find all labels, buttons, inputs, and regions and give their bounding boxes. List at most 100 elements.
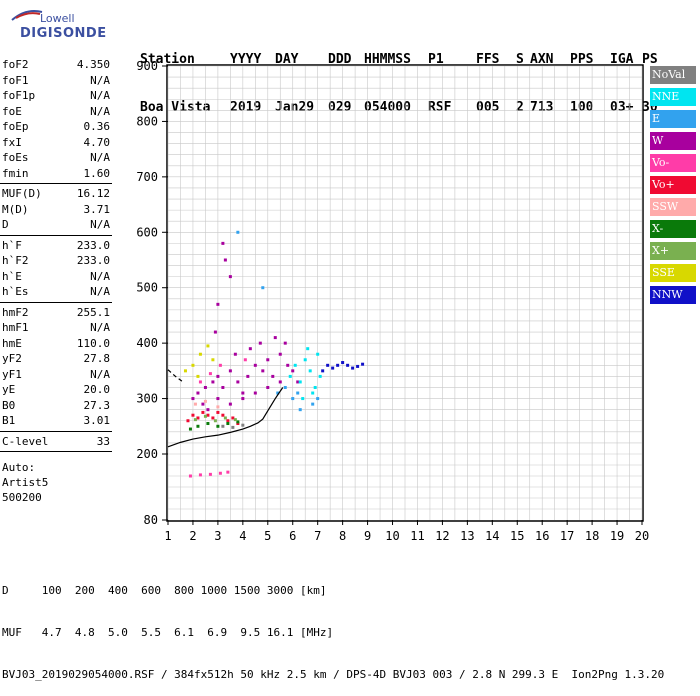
param-label: yE xyxy=(2,383,16,396)
profile-curve xyxy=(167,387,284,448)
header-label-5: P1 xyxy=(428,52,444,67)
point-w xyxy=(206,408,210,412)
point-e xyxy=(276,391,280,395)
param-row: B0 27.3 xyxy=(2,399,110,413)
param-value: 0.36 xyxy=(83,120,111,133)
param-value: 16.12 xyxy=(76,187,110,200)
point-x- xyxy=(223,416,227,420)
point-w xyxy=(201,402,205,406)
point-x- xyxy=(206,422,210,426)
legend-item-nne: NNE xyxy=(650,88,696,106)
point-w xyxy=(216,397,220,401)
param-value: 110.0 xyxy=(76,336,110,350)
header-label-11: PS xyxy=(642,52,658,67)
point-w xyxy=(241,391,245,395)
station-header: Station YYYY DAY DDD HHMMSS P1 FFS S AXN PPS IGA PS… xyxy=(140,20,658,132)
header-label-7: S xyxy=(516,52,524,67)
header-value-0: Boa Vista xyxy=(140,100,211,115)
header-label-2: DAY xyxy=(275,52,299,67)
point-vo- xyxy=(226,419,230,423)
param-value: 27.8 xyxy=(83,352,111,365)
point-vo- xyxy=(201,410,205,414)
point-w xyxy=(223,258,227,262)
point-w xyxy=(216,374,220,378)
param-separator xyxy=(0,234,112,236)
point-nnw xyxy=(351,366,355,370)
param-row: h`E N/A xyxy=(2,270,110,284)
point-vo- xyxy=(208,472,212,476)
x-tick-label: 15 xyxy=(510,529,524,543)
header-label-1: YYYY xyxy=(230,52,262,67)
param-row: fmin 1.60 xyxy=(2,167,110,181)
param-label: yF2 xyxy=(2,352,22,365)
x-tick-label: 16 xyxy=(535,529,549,543)
param-value: N/A xyxy=(90,89,110,102)
x-tick-label: 19 xyxy=(610,529,624,543)
y-tick-label: 600 xyxy=(136,225,158,239)
point-vo- xyxy=(218,471,222,475)
header-label-9: PPS xyxy=(570,52,594,67)
point-vo- xyxy=(196,416,200,420)
point-nne xyxy=(313,385,317,389)
point-w xyxy=(296,380,300,384)
legend-item-x-: X- xyxy=(650,220,696,238)
param-label: yF1 xyxy=(2,367,22,381)
param-value: N/A xyxy=(90,269,110,283)
param-row: C-level 33 xyxy=(2,435,110,449)
header-label-4: HHMMSS xyxy=(364,52,411,67)
point-nnw xyxy=(346,363,350,367)
point-e xyxy=(311,402,315,406)
param-value: 233.0 xyxy=(76,238,110,252)
header-value-8: 713 xyxy=(530,100,554,115)
point-w xyxy=(261,369,265,373)
point-x- xyxy=(233,418,237,422)
point-e xyxy=(283,385,287,389)
dashed-curve xyxy=(167,369,184,383)
x-tick-label: 1 xyxy=(164,529,171,543)
point-nnw xyxy=(336,363,340,367)
point-vo- xyxy=(211,416,215,420)
param-separator xyxy=(0,183,112,184)
point-ssw xyxy=(203,399,207,403)
point-nne xyxy=(293,363,297,367)
point-nnw xyxy=(361,362,365,366)
point-w xyxy=(278,352,282,356)
digisonde-logo: Lowell DIGISONDE xyxy=(6,6,106,46)
param-row: h`F2 233.0 xyxy=(2,254,110,268)
param-row: D N/A xyxy=(2,218,110,232)
legend-item-vo-: Vo+ xyxy=(650,176,696,194)
point-ssw xyxy=(216,405,220,409)
param-label: hmF2 xyxy=(2,305,29,319)
point-sse xyxy=(198,352,202,356)
header-label-0: Station xyxy=(140,52,195,67)
point-w xyxy=(236,380,240,384)
point-vo- xyxy=(218,363,222,367)
y-tick-label: 300 xyxy=(136,392,158,406)
point-w xyxy=(291,369,295,373)
legend-item-nnw: NNW xyxy=(650,286,696,304)
header-label-6: FFS xyxy=(476,52,500,67)
legend-item-e: E xyxy=(650,110,696,128)
param-value: 27.3 xyxy=(83,398,111,412)
param-row: foF1p N/A xyxy=(2,89,110,103)
header-label-10: IGA xyxy=(610,52,634,67)
point-w xyxy=(228,369,232,373)
point-vo- xyxy=(191,413,195,417)
header-value-9: 100 xyxy=(570,100,594,115)
x-tick-label: 14 xyxy=(485,529,499,543)
x-tick-label: 3 xyxy=(214,529,221,543)
param-value: 233.0 xyxy=(76,254,110,267)
point-vo- xyxy=(216,410,220,414)
point-sse xyxy=(196,374,200,378)
point-e xyxy=(261,286,265,290)
header-value-5: RSF xyxy=(428,100,452,115)
point-nnw xyxy=(331,366,335,370)
point-nne xyxy=(308,369,312,373)
point-w xyxy=(221,385,225,389)
x-tick-label: 11 xyxy=(410,529,424,543)
param-row: B1 3.01 xyxy=(2,414,110,428)
param-label: h`Es xyxy=(2,285,29,298)
point-w xyxy=(246,374,250,378)
point-w xyxy=(271,374,275,378)
param-row: hmF1 N/A xyxy=(2,321,110,335)
